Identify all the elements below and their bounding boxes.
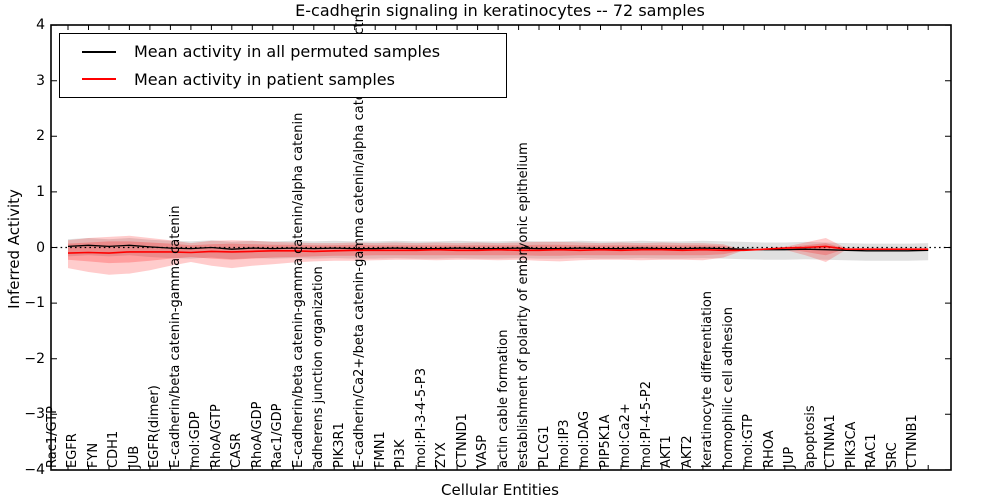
x-tick-label: mol:PI-4-5-P2 bbox=[638, 380, 654, 468]
x-tick-label: actin cable formation bbox=[495, 329, 511, 468]
x-tick-label: Rac1/GTP bbox=[45, 406, 60, 468]
x-tick-label: ZYX bbox=[434, 442, 450, 468]
patient-mean-line bbox=[67, 245, 929, 254]
x-tick-label: homophilic cell adhesion bbox=[720, 307, 736, 468]
x-tick-label: CTNND1 bbox=[454, 413, 470, 468]
patient-sample-range-outer-band bbox=[68, 235, 929, 275]
y-tick-label: 3 bbox=[36, 72, 45, 89]
x-tick-label: EGFR(dimer) bbox=[147, 385, 163, 468]
x-tick-label: CASR bbox=[229, 432, 245, 468]
x-tick-label: PIK3R1 bbox=[331, 422, 347, 468]
x-tick-label: establishment of polarity of embryonic e… bbox=[516, 142, 532, 468]
x-tick-label: FYN bbox=[85, 442, 101, 468]
x-tick-label: AKT2 bbox=[679, 435, 695, 468]
y-tick-label: 0 bbox=[36, 239, 45, 256]
x-tick-label: adherens junction organization bbox=[311, 266, 327, 468]
x-tick-label: CDH1 bbox=[106, 430, 122, 468]
x-tick-label: VASP bbox=[475, 434, 491, 468]
x-tick-label: RHOA bbox=[761, 430, 777, 468]
x-tick-label: Rac1/GDP bbox=[270, 403, 286, 468]
x-tick-label: mol:PI-3-4-5-P3 bbox=[413, 368, 429, 468]
x-tick-label: E-cadherin/beta catenin-gamma catenin bbox=[167, 205, 183, 468]
x-tick-label: RAC1 bbox=[864, 433, 880, 468]
x-tick-label: JUB bbox=[126, 445, 142, 468]
legend-label-permuted: Mean activity in all permuted samples bbox=[134, 42, 441, 62]
x-tick-label: mol:Ca2+ bbox=[618, 403, 634, 468]
legend-item-patient: Mean activity in patient samples bbox=[60, 70, 506, 89]
x-tick-label: SRC bbox=[884, 442, 900, 468]
y-tick-label: −3 bbox=[24, 406, 45, 423]
x-tick-label: apoptosis bbox=[802, 405, 818, 468]
x-tick-label: RhoA/GDP bbox=[249, 401, 265, 468]
permuted-line-swatch bbox=[82, 50, 116, 53]
x-tick-label: mol:IP3 bbox=[557, 419, 572, 468]
y-tick-label: 4 bbox=[36, 17, 45, 34]
x-tick-label: CTNNA1 bbox=[823, 414, 839, 468]
patient-line-swatch bbox=[82, 78, 116, 81]
x-tick-label: RhoA/GTP bbox=[208, 404, 224, 468]
patient-sample-range-inner-band bbox=[68, 241, 929, 264]
x-tick-label: PIK3CA bbox=[843, 421, 859, 468]
y-tick-label: −1 bbox=[24, 295, 45, 312]
x-tick-label: AKT1 bbox=[659, 435, 675, 468]
x-tick-label: mol:GDP bbox=[188, 411, 204, 468]
legend: Mean activity in all permuted samples Me… bbox=[59, 33, 507, 98]
y-tick-label: 1 bbox=[36, 183, 45, 200]
x-tick-label: E-cadherin/beta catenin-gamma catenin/al… bbox=[290, 112, 306, 468]
chart-title: E-cadherin signaling in keratinocytes --… bbox=[295, 1, 705, 20]
y-tick-label: 2 bbox=[36, 128, 45, 145]
x-ticks bbox=[67, 25, 929, 470]
legend-label-patient: Mean activity in patient samples bbox=[134, 69, 395, 89]
y-ticks bbox=[51, 24, 951, 471]
x-tick-label: PI3K bbox=[393, 439, 409, 468]
x-tick-label: CTNNB1 bbox=[905, 414, 921, 468]
x-tick-label: PIP5K1A bbox=[597, 414, 613, 468]
legend-item-permuted: Mean activity in all permuted samples bbox=[60, 42, 506, 61]
x-tick-label: mol:DAG bbox=[577, 410, 593, 468]
x-tick-label: EGFR bbox=[65, 433, 81, 468]
permuted-mean-line bbox=[67, 244, 929, 252]
x-tick-label: FMN1 bbox=[372, 431, 388, 468]
y-tick-label: −4 bbox=[24, 461, 45, 478]
y-tick-label: −2 bbox=[24, 350, 45, 367]
x-tick-label: mol:GTP bbox=[741, 414, 757, 468]
x-axis-label: Cellular Entities bbox=[441, 481, 559, 499]
x-tick-label: keratinocyte differentiation bbox=[700, 290, 716, 468]
x-tick-label: JUP bbox=[782, 446, 798, 468]
x-tick-label: PLCG1 bbox=[536, 425, 552, 468]
